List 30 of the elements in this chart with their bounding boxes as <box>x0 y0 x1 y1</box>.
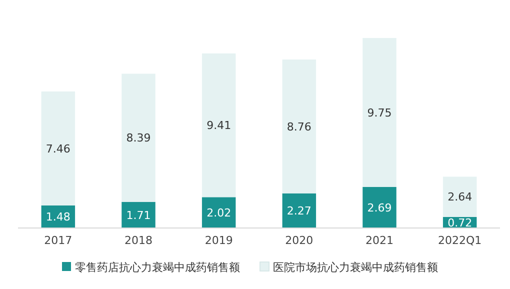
data-label: 2.02 <box>206 206 232 220</box>
bar <box>282 193 316 228</box>
data-label: 2.64 <box>448 190 472 204</box>
x-tick-label: 2022Q1 <box>438 234 482 247</box>
bar <box>362 186 396 228</box>
x-tick-label: 2019 <box>204 234 233 247</box>
legend-label: 零售药店抗心力衰竭中成药销售额 <box>75 260 240 274</box>
bar <box>202 197 236 228</box>
bar <box>282 60 316 194</box>
x-tick-label: 2018 <box>124 234 152 247</box>
legend-label: 医院市场抗心力衰竭中成药销售额 <box>273 260 438 274</box>
bar <box>122 202 156 228</box>
bar <box>122 74 156 202</box>
data-label: 9.75 <box>367 106 392 120</box>
data-label: 1.48 <box>46 210 70 224</box>
x-tick-label: 2021 <box>366 234 394 247</box>
data-label: 1.71 <box>126 208 151 222</box>
data-label: 9.41 <box>206 119 232 132</box>
x-tick-label: 2020 <box>285 234 314 247</box>
x-tick-label: 2017 <box>44 234 72 247</box>
data-label: 8.76 <box>286 120 312 134</box>
bar <box>442 176 477 218</box>
data-label: 8.39 <box>126 132 151 145</box>
data-label: 2.69 <box>367 201 392 214</box>
bar <box>202 53 236 198</box>
data-label: 7.46 <box>46 142 70 156</box>
data-label: 0.72 <box>448 216 472 230</box>
bar <box>41 91 76 206</box>
bar <box>362 38 396 187</box>
data-label: 2.27 <box>286 204 312 218</box>
